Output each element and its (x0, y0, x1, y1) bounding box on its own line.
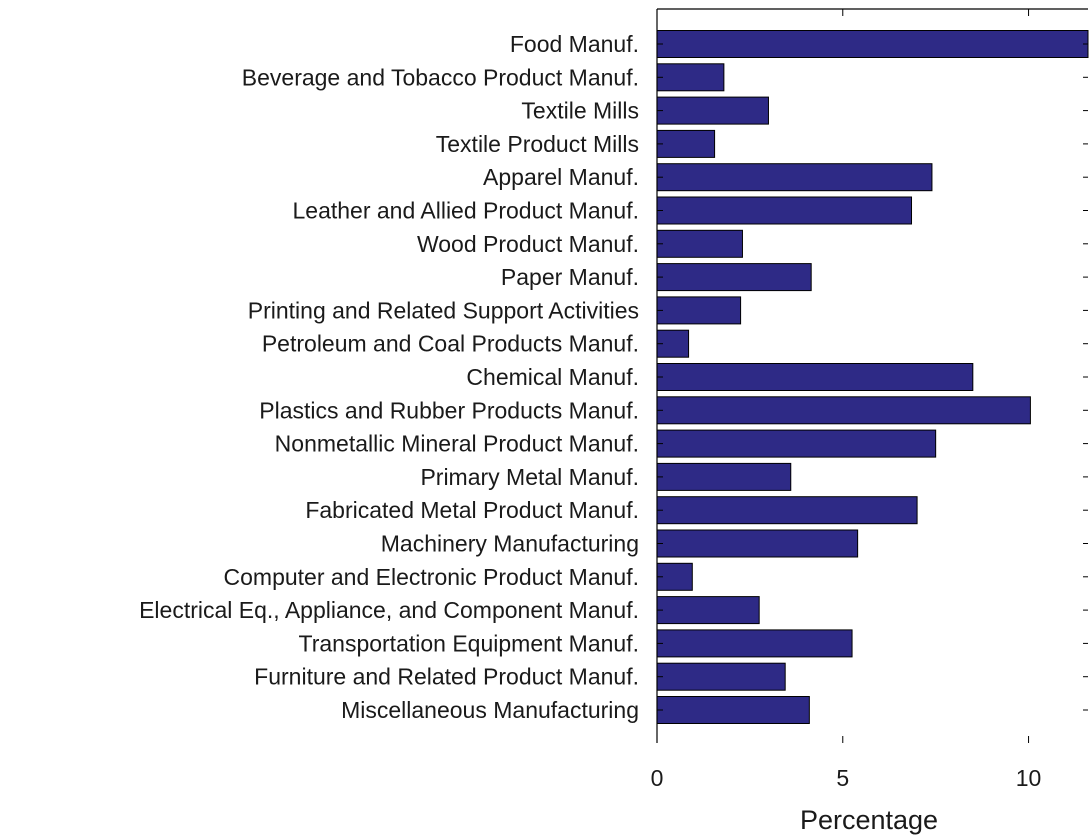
bar (656, 163, 933, 192)
category-labels-group: Food Manuf. Beverage and Tobacco Product … (139, 31, 639, 723)
category-label: Fabricated Metal Product Manuf. (305, 497, 639, 523)
bar (656, 429, 937, 458)
bars-group (656, 30, 1089, 724)
bar (656, 496, 918, 525)
bar (656, 462, 792, 491)
x-tick-label: 5 (836, 765, 849, 791)
category-label: Textile Product Mills (436, 131, 639, 157)
category-label: Leather and Allied Product Manuf. (292, 198, 639, 224)
bar (656, 296, 742, 325)
category-label: Machinery Manufacturing (381, 531, 639, 557)
axes-group (656, 8, 1088, 743)
bar (656, 629, 853, 658)
bar (656, 696, 810, 724)
category-label: Food Manuf. (510, 31, 639, 57)
bar (656, 63, 725, 92)
bar (656, 529, 859, 558)
bar (656, 662, 786, 691)
category-label: Transportation Equipment Manuf. (299, 630, 640, 656)
bar (656, 96, 769, 125)
category-label: Computer and Electronic Product Manuf. (224, 564, 639, 590)
category-label: Paper Manuf. (501, 264, 639, 290)
category-label: Miscellaneous Manufacturing (341, 697, 639, 723)
category-label: Electrical Eq., Appliance, and Component… (139, 597, 639, 623)
bar (656, 229, 743, 258)
bar (656, 396, 1031, 425)
bar (656, 30, 1089, 58)
category-label: Petroleum and Coal Products Manuf. (262, 331, 639, 357)
category-label: Primary Metal Manuf. (420, 464, 639, 490)
category-label: Furniture and Related Product Manuf. (254, 664, 639, 690)
x-axis-title: Percentage (800, 805, 938, 835)
x-tick-label: 0 (651, 765, 664, 791)
category-label: Plastics and Rubber Products Manuf. (259, 397, 639, 423)
bar (656, 129, 716, 158)
bar (656, 596, 760, 625)
category-label: Nonmetallic Mineral Product Manuf. (275, 431, 639, 457)
bar (656, 263, 812, 292)
category-label: Apparel Manuf. (483, 164, 639, 190)
ticks-group: 0 5 10 (651, 9, 1088, 791)
category-label: Chemical Manuf. (466, 364, 639, 390)
bar (656, 196, 913, 225)
bar (656, 363, 974, 391)
category-label: Printing and Related Support Activities (248, 297, 639, 323)
x-tick-label: 10 (1016, 765, 1042, 791)
category-label: Wood Product Manuf. (417, 231, 639, 257)
category-label: Textile Mills (521, 98, 639, 124)
category-label: Beverage and Tobacco Product Manuf. (242, 64, 639, 90)
